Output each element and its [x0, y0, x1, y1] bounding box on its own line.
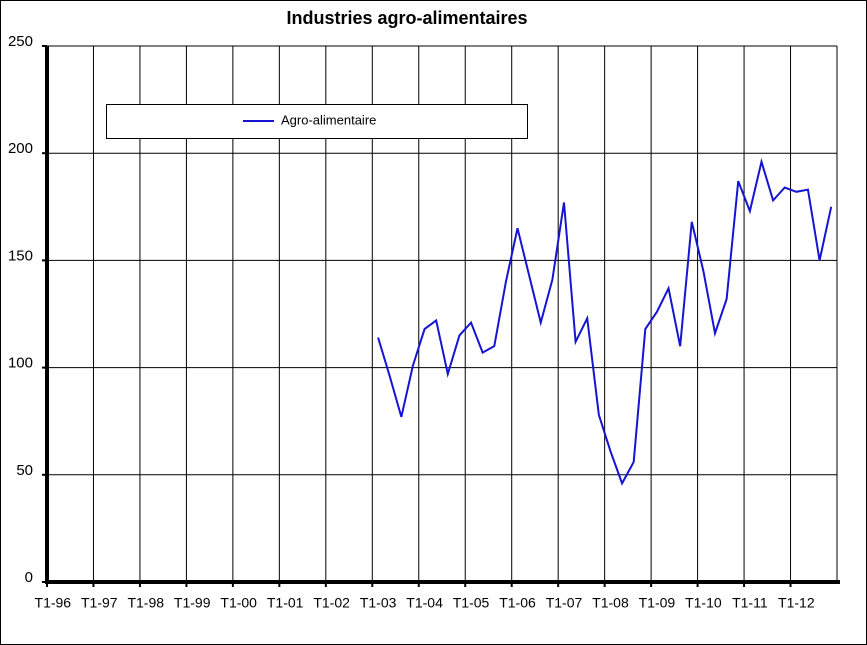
x-tick-label: T1-07 [546, 595, 583, 611]
y-tick-label: 0 [25, 569, 33, 586]
chart-title: Industries agro-alimentaires [286, 8, 527, 28]
x-tick-label: T1-09 [639, 595, 676, 611]
legend-box [106, 104, 528, 139]
x-tick-label: T1-04 [406, 595, 443, 611]
x-tick-label: T1-08 [592, 595, 629, 611]
x-tick-label: T1-98 [127, 595, 164, 611]
y-tick-label: 150 [8, 247, 33, 264]
y-tick-label: 50 [16, 462, 33, 479]
x-tick-label: T1-05 [453, 595, 490, 611]
x-tick-label: T1-10 [685, 595, 722, 611]
y-tick-label: 250 [8, 33, 33, 50]
y-tick-label: 200 [8, 140, 33, 157]
x-tick-label: T1-12 [778, 595, 815, 611]
x-tick-label: T1-97 [81, 595, 118, 611]
x-tick-label: T1-06 [499, 595, 536, 611]
x-tick-label: T1-96 [35, 595, 72, 611]
x-tick-label: T1-01 [267, 595, 304, 611]
legend-label: Agro-alimentaire [281, 112, 376, 127]
y-tick-label: 100 [8, 355, 33, 372]
x-tick-label: T1-03 [360, 595, 397, 611]
x-tick-label: T1-02 [313, 595, 350, 611]
x-tick-label: T1-00 [220, 595, 257, 611]
x-tick-label: T1-99 [174, 595, 211, 611]
series-line [377, 157, 833, 486]
x-tick-label: T1-11 [732, 595, 768, 611]
